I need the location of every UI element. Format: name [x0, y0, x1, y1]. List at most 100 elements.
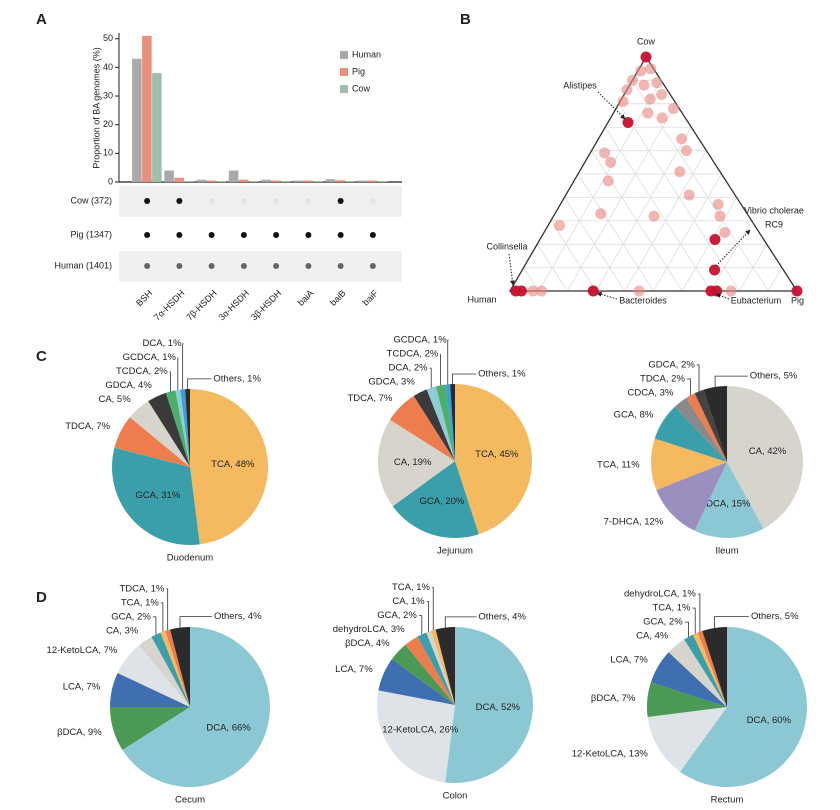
pie-label: LCA, 7% [610, 655, 648, 666]
leader-line [692, 607, 696, 634]
ternary-point [667, 102, 679, 114]
matrix-dot [208, 232, 215, 238]
ternary-point [515, 285, 527, 297]
pie-slice [170, 627, 190, 707]
panel-label: C [36, 348, 47, 365]
pie-label: DCA, 1% [142, 338, 182, 349]
matrix-dot [337, 198, 344, 204]
pie-label: GCA, 2% [643, 617, 683, 628]
ternary-point [674, 166, 686, 178]
pie-label: Others, 1% [213, 373, 261, 384]
pie-slice [686, 393, 727, 462]
pie-label: 12-KetoLCA, 7% [47, 645, 118, 656]
pie-slice [110, 672, 190, 707]
ternary-grid [577, 173, 654, 292]
ternary-point [714, 210, 726, 222]
bar [164, 170, 174, 182]
pie-slice [702, 627, 727, 707]
bar [132, 58, 142, 182]
bar [261, 179, 271, 182]
ternary-point [587, 285, 599, 297]
matrix-dot [305, 198, 312, 204]
pie-label: GCA, 8% [614, 410, 654, 421]
pie-slice [650, 652, 727, 707]
pie-label: βDCA, 9% [57, 727, 102, 738]
pie-slice [668, 639, 727, 707]
bar [228, 170, 239, 182]
pie-label: GCA, 2% [377, 610, 417, 621]
pie-label: TCA, 1% [652, 603, 691, 614]
legend-label: Pig [352, 66, 365, 76]
leader-line [166, 588, 169, 631]
legend-label: Human [352, 49, 381, 59]
ternary-point [656, 88, 668, 100]
bar [345, 181, 356, 182]
matrix-dot [337, 263, 344, 269]
leader-line [447, 339, 449, 385]
leader-line [418, 615, 423, 635]
pie-label: DCA, 60% [747, 715, 792, 726]
pie-slice [426, 630, 455, 705]
ternary-point [626, 74, 638, 86]
x-tick-label: baiB [328, 288, 348, 308]
ternary-point [656, 112, 668, 124]
bar [238, 179, 249, 182]
x-tick-label: 7α-HSDH [152, 288, 186, 322]
pie-slice [651, 438, 727, 490]
pie-label: DCA, 2% [389, 363, 429, 374]
ternary-grid [563, 197, 626, 292]
pie-label: CA, 3% [106, 625, 139, 636]
ternary-point [527, 285, 539, 297]
x-tick-label: baiA [296, 288, 316, 308]
pie-slice [185, 389, 190, 467]
pie-label: GDCA, 2% [648, 359, 695, 370]
pie-slice [417, 632, 455, 705]
pie-title: Duodenum [167, 553, 214, 564]
bar [281, 181, 291, 182]
ternary-point [622, 117, 634, 129]
leader-line [452, 373, 477, 385]
pie-label: TCDCA, 2% [387, 349, 439, 360]
pie-slice [679, 627, 807, 788]
legend-swatch [340, 51, 348, 59]
ternary-point [635, 65, 647, 77]
ternary-point [791, 285, 803, 297]
ternary-point [725, 285, 737, 297]
panel-label: A [36, 11, 47, 28]
pie-slice [389, 395, 455, 461]
pie-slice [445, 627, 533, 783]
bar [184, 181, 194, 182]
pie-slice [175, 389, 190, 467]
ternary-grid [538, 80, 662, 292]
annotation-arrow [596, 291, 618, 300]
matrix-dot [337, 232, 344, 238]
pie-label: GDCA, 3% [368, 377, 415, 388]
pie-label: βDCA, 7% [591, 693, 636, 704]
matrix-dot [144, 232, 151, 238]
pie-label: TCDCA, 2% [116, 366, 168, 377]
leader-line [429, 367, 432, 388]
pie-slice [377, 690, 455, 783]
pie-label: LCA, 7% [63, 681, 101, 692]
pie-label: 7-DHCA, 12% [604, 516, 664, 527]
matrix-row-band [119, 251, 402, 282]
bar [313, 181, 323, 182]
pie-slice [180, 389, 190, 467]
ternary-point [633, 285, 645, 297]
pie-slice [727, 386, 803, 529]
leader-line [697, 593, 701, 632]
bar [377, 181, 388, 182]
pie-slice [694, 389, 727, 462]
y-tick-label: 40 [103, 62, 113, 72]
pie-slice [151, 632, 190, 707]
matrix-dot [144, 263, 151, 269]
matrix-dot [176, 198, 183, 204]
ternary-point [676, 133, 688, 145]
pie-label: TCA, 1% [392, 582, 431, 593]
ternary-point [621, 84, 633, 96]
leader-line [187, 378, 212, 390]
bar [206, 180, 217, 182]
pie-slice [674, 397, 727, 462]
pie-label: Others, 4% [478, 611, 526, 622]
pie-slice [160, 630, 190, 707]
